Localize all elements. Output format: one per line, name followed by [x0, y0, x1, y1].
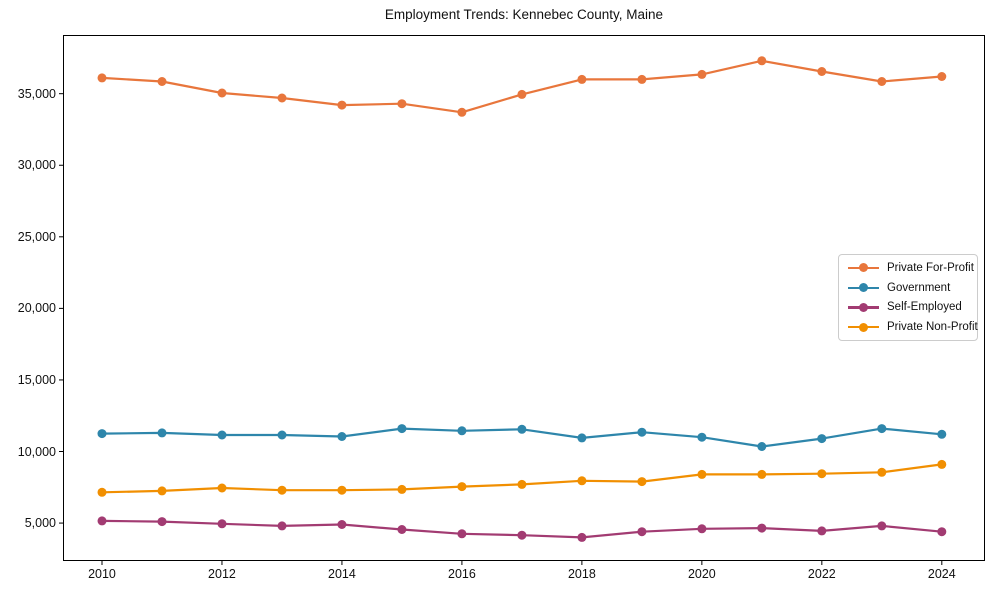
data-point-marker: [457, 107, 467, 117]
data-point-marker: [337, 100, 347, 110]
data-point-marker: [877, 424, 887, 434]
data-point-marker: [757, 469, 767, 479]
y-tick-label: 30,000: [17, 158, 56, 173]
data-point-marker: [97, 429, 107, 439]
data-point-marker: [397, 525, 407, 534]
data-point-marker: [217, 430, 227, 440]
data-point-marker: [817, 469, 827, 479]
legend-item: Government: [839, 278, 977, 298]
data-point-marker: [457, 426, 467, 436]
legend-label: Government: [887, 281, 951, 294]
data-point-marker: [877, 521, 887, 531]
data-point-marker: [337, 432, 347, 441]
x-tick-label: 2014: [328, 567, 356, 581]
y-tick-label: 20,000: [17, 301, 56, 316]
data-point-marker: [937, 527, 947, 537]
legend-line-marker-icon: [848, 283, 879, 293]
data-point-marker: [517, 424, 527, 434]
data-point-marker: [517, 89, 527, 99]
legend-item: Private For-Profit: [839, 258, 977, 278]
data-point-marker: [757, 56, 767, 66]
y-tick-label: 25,000: [17, 229, 56, 244]
data-point-marker: [517, 479, 527, 489]
data-point-marker: [397, 484, 407, 494]
x-tick-label: 2022: [807, 567, 836, 581]
data-point-marker: [817, 67, 827, 76]
data-point-marker: [157, 517, 167, 527]
x-tick-label: 2010: [88, 567, 116, 581]
legend-item: Self-Employed: [839, 298, 977, 318]
data-point-marker: [337, 485, 347, 495]
x-tick-label: 2012: [208, 567, 236, 581]
data-point-marker: [397, 99, 407, 109]
chart-title: Employment Trends: Kennebec County, Main…: [384, 7, 664, 22]
data-point-marker: [817, 526, 827, 536]
legend-item: Private Non-Profit: [839, 317, 978, 337]
data-point-marker: [157, 428, 167, 438]
data-point-marker: [97, 487, 107, 497]
data-point-marker: [457, 529, 467, 539]
data-point-marker: [337, 520, 347, 529]
data-point-marker: [637, 74, 647, 84]
data-point-marker: [817, 434, 827, 444]
data-point-marker: [277, 430, 287, 440]
data-point-marker: [577, 74, 587, 84]
data-point-marker: [757, 442, 767, 451]
legend-line-marker-icon: [848, 302, 879, 312]
data-point-marker: [757, 523, 767, 533]
data-point-marker: [697, 469, 707, 479]
data-point-marker: [877, 77, 887, 86]
data-point-marker: [217, 88, 227, 98]
legend-line-marker-icon: [848, 263, 879, 273]
data-point-marker: [397, 424, 407, 434]
data-point-marker: [457, 482, 467, 492]
data-point-marker: [697, 432, 707, 442]
data-point-marker: [97, 516, 107, 526]
y-tick-label: 35,000: [17, 86, 56, 101]
legend-label: Private Non-Profit: [887, 321, 978, 334]
data-point-marker: [97, 73, 107, 83]
data-point-marker: [577, 476, 587, 486]
x-tick-label: 2020: [687, 567, 716, 581]
data-point-marker: [577, 433, 587, 443]
series-line: [100, 59, 943, 114]
data-point-marker: [517, 530, 527, 540]
data-point-marker: [697, 69, 707, 79]
x-tick-label: 2018: [567, 567, 596, 581]
data-point-marker: [277, 93, 287, 103]
data-point-marker: [637, 477, 647, 487]
data-point-marker: [277, 521, 287, 531]
y-tick-label: 5,000: [24, 516, 56, 531]
data-point-marker: [937, 459, 947, 469]
data-point-marker: [637, 427, 647, 437]
plot-border: [63, 35, 985, 561]
legend: Private For-Profit Government Self-Employe…: [838, 254, 978, 341]
data-point-marker: [217, 519, 227, 529]
data-point-marker: [637, 527, 647, 537]
data-point-marker: [157, 486, 167, 496]
y-tick-label: 15,000: [17, 372, 56, 387]
legend-label: Private For-Profit: [887, 261, 974, 274]
data-point-marker: [937, 429, 947, 439]
data-point-marker: [877, 467, 887, 477]
data-point-marker: [937, 72, 947, 81]
x-tick-label: 2016: [448, 567, 476, 581]
data-point-marker: [277, 485, 287, 495]
y-tick-label: 10,000: [17, 444, 56, 459]
data-point-marker: [697, 524, 707, 534]
data-point-marker: [217, 483, 227, 493]
data-point-marker: [157, 77, 167, 86]
legend-line-marker-icon: [848, 322, 879, 332]
x-tick-label: 2024: [927, 567, 956, 581]
data-point-marker: [577, 532, 587, 542]
legend-label: Self-Employed: [887, 301, 962, 314]
